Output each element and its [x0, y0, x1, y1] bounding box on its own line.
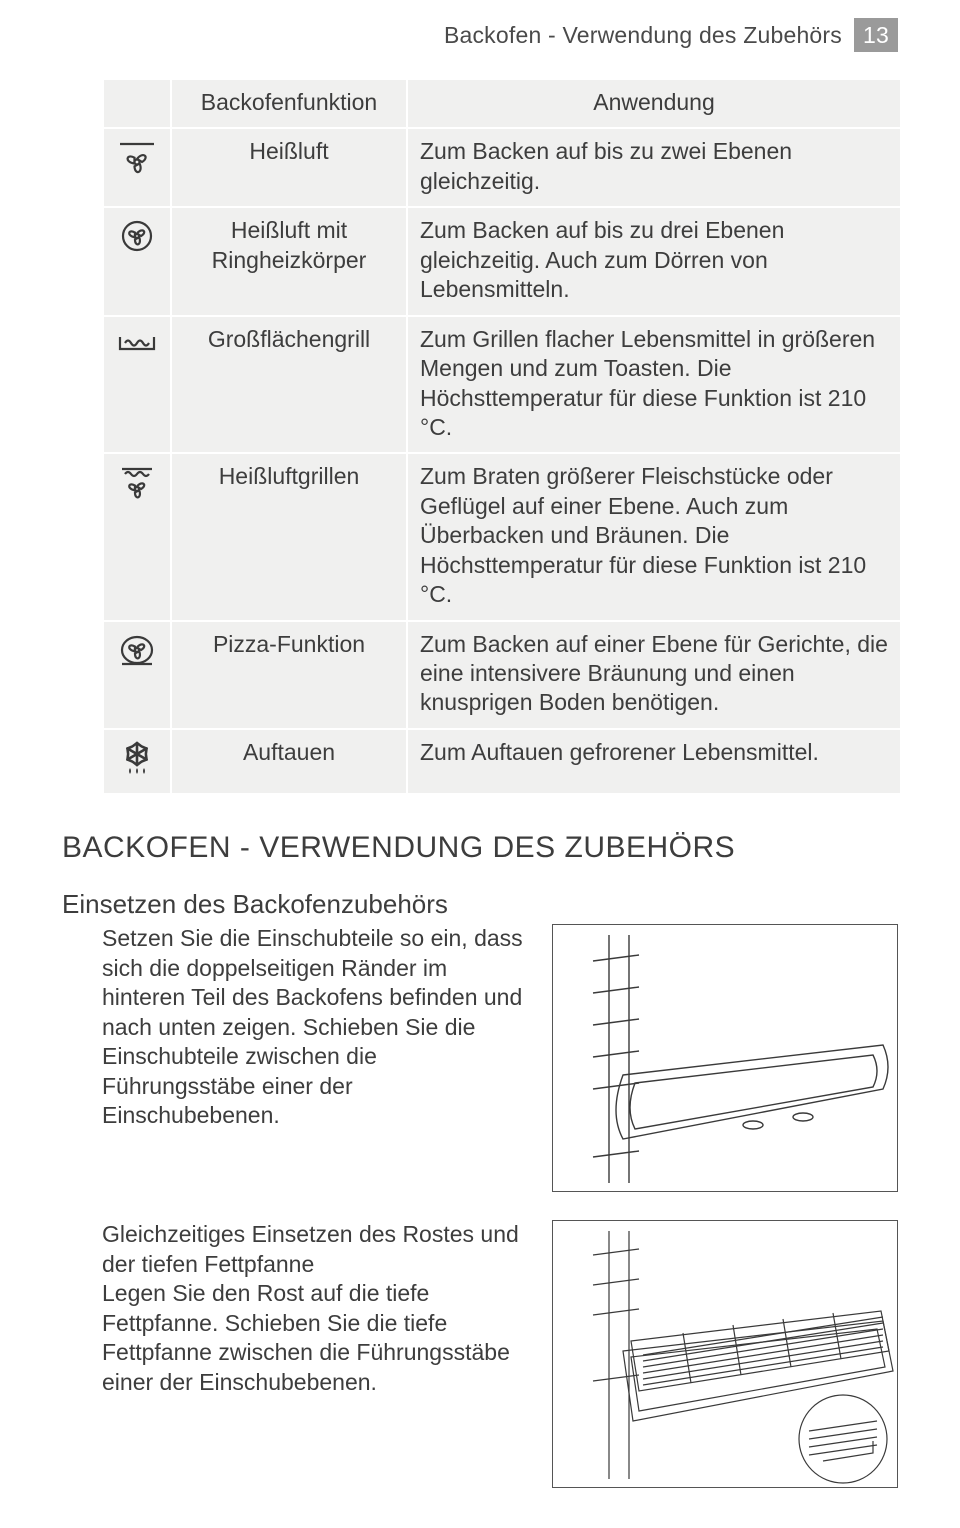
instruction-block-2: Gleichzeitiges Einsetzen des Rostes und …: [62, 1220, 898, 1488]
section-heading: BACKOFEN - VERWENDUNG DES ZUBEHÖRS: [62, 831, 898, 865]
instruction-body: Legen Sie den Rost auf die tiefe Fettpfa…: [102, 1280, 510, 1394]
fan-ring-icon: [116, 218, 158, 254]
fn-desc: Zum Backen auf bis zu zwei Ebenen gleich…: [407, 128, 901, 207]
fn-desc: Zum Backen auf einer Ebene für Gerichte,…: [407, 621, 901, 729]
instruction-block-1: Setzen Sie die Einschubteile so ein, das…: [62, 924, 898, 1192]
fn-name: Großflächengrill: [171, 316, 407, 454]
th-function: Backofenfunktion: [171, 79, 407, 128]
fan-grill-icon: [116, 464, 158, 500]
tray-insert-illustration: [552, 924, 898, 1192]
page-number: 13: [854, 18, 898, 52]
fn-name: Heißluft: [171, 128, 407, 207]
wide-grill-icon: [116, 327, 158, 363]
instruction-text: Setzen Sie die Einschubteile so ein, das…: [62, 924, 536, 1192]
fan-top-icon: [116, 139, 158, 175]
pizza-icon: [116, 632, 158, 668]
fn-name: Auftauen: [171, 729, 407, 794]
fn-name: Heißluftgrillen: [171, 453, 407, 620]
fn-desc: Zum Auftauen gefrorener Lebensmittel.: [407, 729, 901, 794]
header-title: Backofen - Verwendung des Zubehörs: [444, 22, 842, 49]
subsection-heading: Einsetzen des Backofenzubehörs: [62, 889, 898, 920]
table-row: Auftauen Zum Auftauen gefrorener Lebensm…: [103, 729, 901, 794]
functions-table: Backofenfunktion Anwendung: [102, 78, 902, 795]
table-row: Pizza-Funktion Zum Backen auf einer Eben…: [103, 621, 901, 729]
fn-desc: Zum Braten größerer Fleischstücke oder G…: [407, 453, 901, 620]
th-application: Anwendung: [407, 79, 901, 128]
table-row: Heißluft mit Ringheizkörper Zum Backen a…: [103, 207, 901, 315]
fn-desc: Zum Backen auf bis zu drei Ebenen gleich…: [407, 207, 901, 315]
defrost-icon: [116, 740, 158, 776]
running-header: Backofen - Verwendung des Zubehörs 13: [62, 0, 898, 52]
fn-name: Heißluft mit Ringheizkörper: [171, 207, 407, 315]
instruction-text-2: Gleichzeitiges Einsetzen des Rostes und …: [62, 1220, 536, 1488]
th-icon: [103, 79, 171, 128]
instruction-lead: Gleichzeitiges Einsetzen des Rostes und …: [102, 1220, 536, 1279]
rack-and-pan-illustration: [552, 1220, 898, 1488]
table-row: Heißluft Zum Backen auf bis zu zwei Eben…: [103, 128, 901, 207]
fn-desc: Zum Grillen flacher Lebensmittel in größ…: [407, 316, 901, 454]
table-row: Großflächengrill Zum Grillen flacher Leb…: [103, 316, 901, 454]
fn-name: Pizza-Funktion: [171, 621, 407, 729]
table-row: Heißluftgrillen Zum Braten größerer Flei…: [103, 453, 901, 620]
